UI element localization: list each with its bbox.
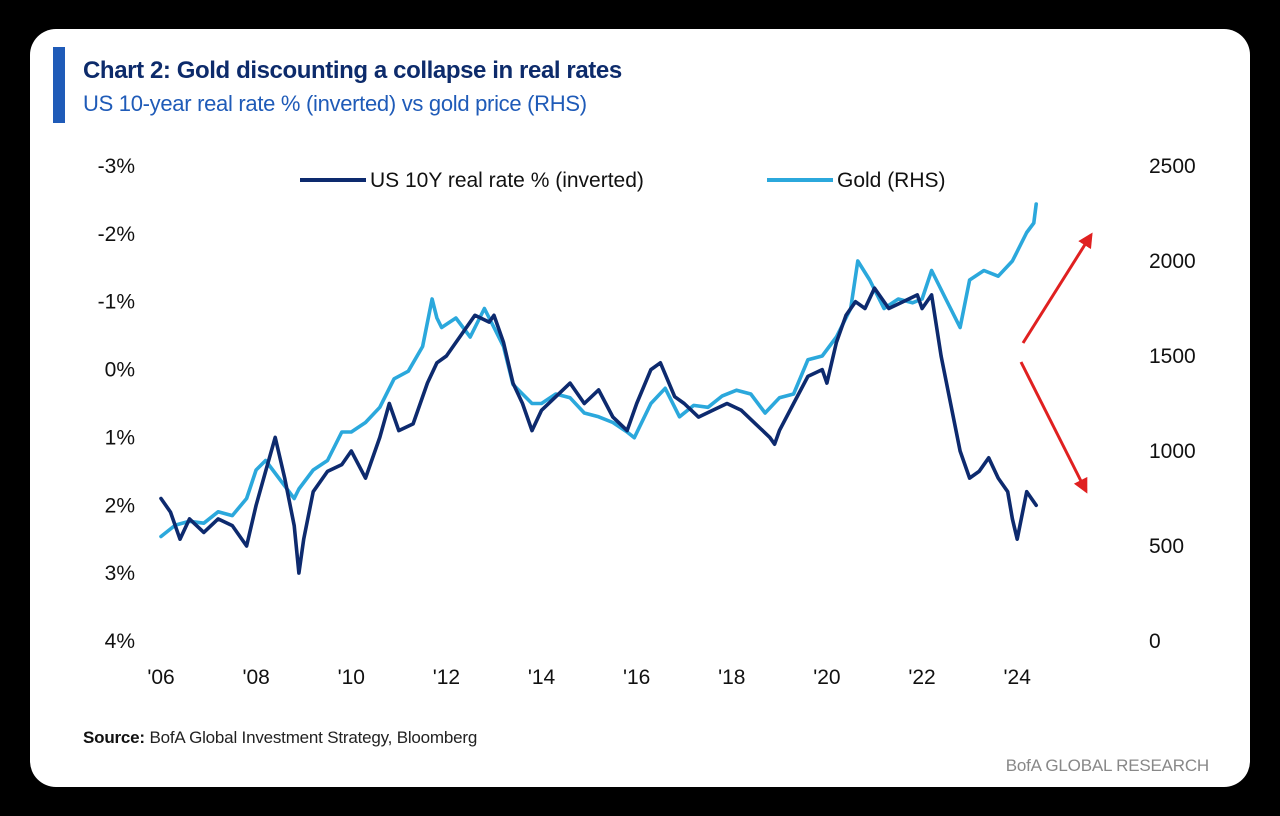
chart-title: Chart 2: Gold discounting a collapse in … [83,57,622,84]
x-tick-label: '06 [147,666,174,689]
down-arrow [1019,361,1088,494]
source-note: Source: BofA Global Investment Strategy,… [83,728,477,748]
right-axis-ticks: 0 500 1000 1500 2000 2500 [1149,155,1196,653]
left-tick-label: -3% [98,155,135,178]
right-tick-label: 0 [1149,630,1161,653]
right-tick-label: 1500 [1149,345,1196,368]
chart-subtitle: US 10-year real rate % (inverted) vs gol… [83,91,587,116]
source-label: Source: [83,728,145,747]
right-tick-label: 2000 [1149,250,1196,273]
title-accent-bar [53,47,65,123]
right-tick-label: 1000 [1149,440,1196,463]
x-tick-label: '24 [1004,666,1032,689]
left-tick-label: -2% [98,223,135,246]
left-tick-label: 2% [105,494,135,517]
left-tick-label: -1% [98,291,135,314]
x-tick-label: '12 [433,666,460,689]
chart-card: Chart 2: Gold discounting a collapse in … [30,29,1250,787]
x-tick-label: '16 [623,666,650,689]
brand-label: BofA GLOBAL RESEARCH [1005,756,1209,775]
legend: US 10Y real rate % (inverted) Gold (RHS) [300,169,946,192]
series-line-real-rate [159,286,1039,575]
x-tick-label: '10 [338,666,365,689]
left-tick-label: 4% [105,630,135,653]
annotation-arrows [1019,232,1093,494]
right-tick-label: 2500 [1149,155,1196,178]
left-tick-label: 0% [105,359,135,382]
right-tick-label: 500 [1149,535,1184,558]
x-axis-ticks: '06 '08 '10 '12 '14 '16 '18 '20 '22 '24 [147,666,1031,689]
x-tick-label: '14 [528,666,556,689]
left-tick-label: 1% [105,426,135,449]
x-tick-label: '20 [813,666,840,689]
chart-plot: -3% -2% -1% 0% 1% 2% 3% 4% 0 500 1000 1500 2000 2500… [98,155,1196,689]
legend-label-gold: Gold (RHS) [837,169,946,192]
legend-label-real-rate: US 10Y real rate % (inverted) [370,169,644,192]
x-tick-label: '18 [718,666,745,689]
left-axis-ticks: -3% -2% -1% 0% 1% 2% 3% 4% [98,155,135,653]
source-text: BofA Global Investment Strategy, Bloombe… [149,728,478,747]
x-tick-label: '08 [242,666,269,689]
x-tick-label: '22 [908,666,935,689]
series-layer [159,202,1039,575]
left-tick-label: 3% [105,562,135,585]
up-arrow [1021,232,1093,344]
series-line-gold [159,202,1039,539]
